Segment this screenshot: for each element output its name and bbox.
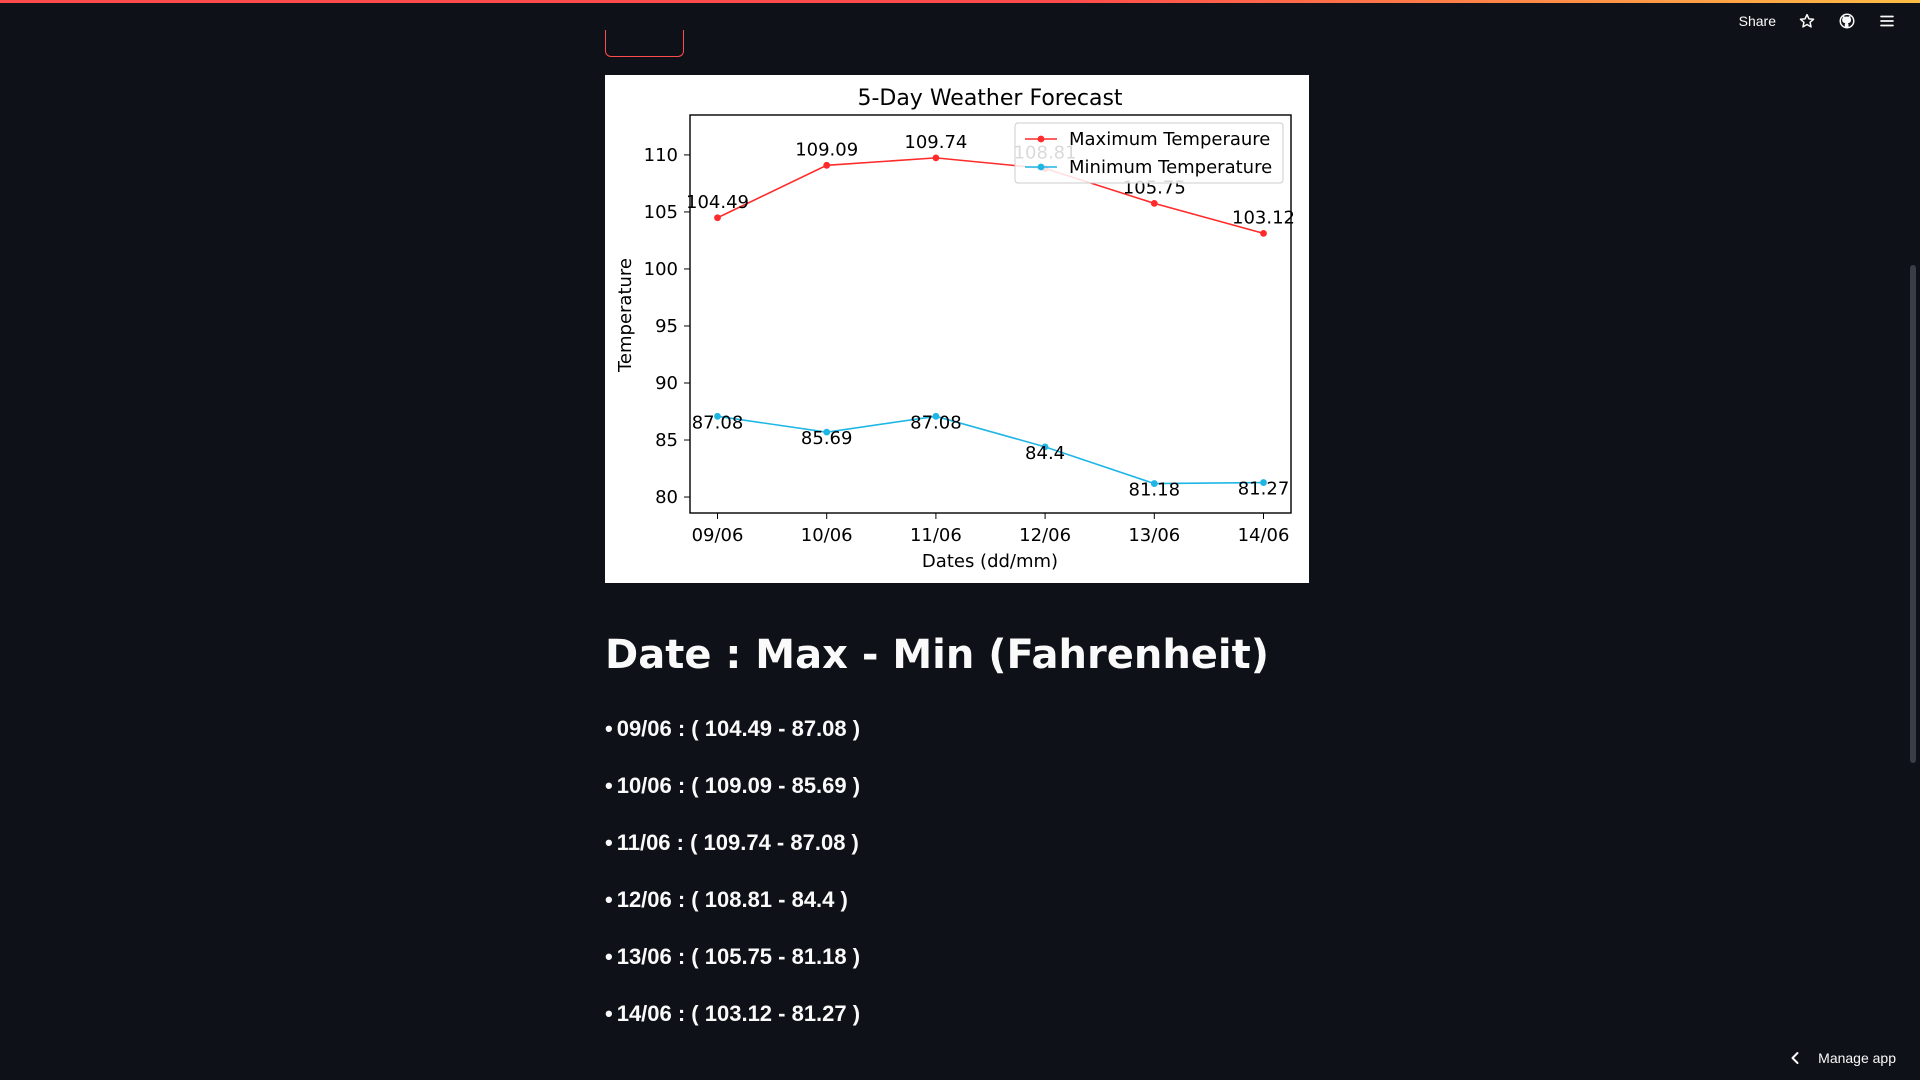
- list-item-text: 12/06 : ( 108.81 - 84.4 ): [616, 887, 848, 912]
- chevron-left-icon: [1791, 1052, 1799, 1064]
- summary-heading: Date : Max - Min (Fahrenheit): [605, 632, 1270, 678]
- y-tick-label: 85: [655, 430, 678, 451]
- data-point: [1260, 229, 1267, 237]
- data-label: 84.4: [1025, 443, 1065, 464]
- y-tick-label: 90: [655, 373, 678, 394]
- data-label: 87.08: [910, 412, 962, 433]
- x-tick-label: 09/06: [692, 525, 744, 546]
- top-decoration-bar: [0, 0, 1920, 3]
- manage-app-label: Manage app: [1818, 1050, 1896, 1066]
- manage-app-button[interactable]: Manage app: [1790, 1050, 1896, 1066]
- y-tick-label: 100: [644, 259, 678, 280]
- y-tick-label: 80: [655, 487, 678, 508]
- github-icon[interactable]: [1838, 12, 1856, 30]
- chart-title: 5-Day Weather Forecast: [857, 86, 1122, 111]
- list-item: • 12/06 : ( 108.81 - 84.4 ): [605, 885, 860, 942]
- legend-entry-max: Maximum Temperaure: [1069, 129, 1270, 150]
- list-item: • 11/06 : ( 109.74 - 87.08 ): [605, 828, 860, 885]
- data-label: 81.27: [1238, 479, 1290, 500]
- legend-entry-min: Minimum Temperature: [1069, 157, 1272, 178]
- forecast-chart: 5-Day Weather Forecast Dates (dd/mm) Tem…: [605, 75, 1309, 583]
- data-point: [823, 428, 831, 436]
- list-item-text: 13/06 : ( 105.75 - 81.18 ): [616, 944, 861, 969]
- series-line-1: [717, 415, 1264, 485]
- bullet-icon: •: [605, 1001, 613, 1026]
- header-actions: Share: [1739, 12, 1896, 30]
- data-label: 109.09: [795, 139, 858, 160]
- temperature-summary-list: • 09/06 : ( 104.49 - 87.08 ) • 10/06 : ( 1…: [605, 714, 860, 1056]
- bullet-icon: •: [605, 887, 613, 912]
- bullet-icon: •: [605, 944, 613, 969]
- list-item: • 09/06 : ( 104.49 - 87.08 ): [605, 714, 860, 771]
- y-tick-label: 105: [644, 202, 678, 223]
- menu-icon[interactable]: [1878, 12, 1896, 30]
- chart-xlabel: Dates (dd/mm): [922, 551, 1058, 572]
- bullet-icon: •: [605, 773, 613, 798]
- data-label: 103.12: [1232, 207, 1295, 228]
- bullet-icon: •: [605, 716, 613, 741]
- data-point: [1041, 443, 1049, 451]
- share-button[interactable]: Share: [1738, 13, 1776, 29]
- list-item: • 13/06 : ( 105.75 - 81.18 ): [605, 942, 860, 999]
- y-tick-label: 95: [655, 316, 678, 337]
- data-label: 87.08: [692, 412, 744, 433]
- x-tick-label: 12/06: [1019, 525, 1071, 546]
- list-item: • 10/06 : ( 109.09 - 85.69 ): [605, 771, 860, 828]
- data-label: 81.18: [1129, 480, 1181, 501]
- data-point: [932, 412, 940, 420]
- x-tick-label: 13/06: [1128, 525, 1180, 546]
- chart-ylabel: Temperature: [615, 258, 636, 373]
- data-label: 85.69: [801, 428, 853, 449]
- bullet-icon: •: [605, 830, 613, 855]
- star-icon[interactable]: [1798, 12, 1816, 30]
- data-point: [714, 214, 721, 222]
- list-item-text: 14/06 : ( 103.12 - 81.27 ): [616, 1001, 861, 1026]
- list-item-text: 11/06 : ( 109.74 - 87.08 ): [616, 830, 859, 855]
- page-scrollbar[interactable]: [1910, 265, 1916, 763]
- data-label: 109.74: [904, 132, 967, 153]
- series-line-0: [717, 157, 1264, 235]
- x-tick-label: 10/06: [801, 525, 853, 546]
- x-tick-label: 14/06: [1238, 525, 1290, 546]
- x-tick-label: 11/06: [910, 525, 962, 546]
- chart-legend: Maximum Temperaure Minimum Temperature: [1014, 122, 1284, 184]
- partially-visible-button[interactable]: [605, 30, 684, 57]
- data-point: [1150, 480, 1158, 487]
- data-point: [1260, 479, 1267, 486]
- data-point: [932, 154, 940, 162]
- data-point: [823, 161, 831, 169]
- list-item: • 14/06 : ( 103.12 - 81.27 ): [605, 999, 860, 1056]
- forecast-chart-svg: 5-Day Weather Forecast Dates (dd/mm) Tem…: [615, 86, 1295, 572]
- list-item-text: 09/06 : ( 104.49 - 87.08 ): [616, 716, 861, 741]
- data-point: [714, 412, 721, 420]
- list-item-text: 10/06 : ( 109.09 - 85.69 ): [616, 773, 861, 798]
- data-point: [1150, 199, 1158, 207]
- y-tick-label: 110: [644, 145, 678, 166]
- data-label: 104.49: [686, 192, 749, 213]
- chart-plot-frame: [689, 114, 1292, 514]
